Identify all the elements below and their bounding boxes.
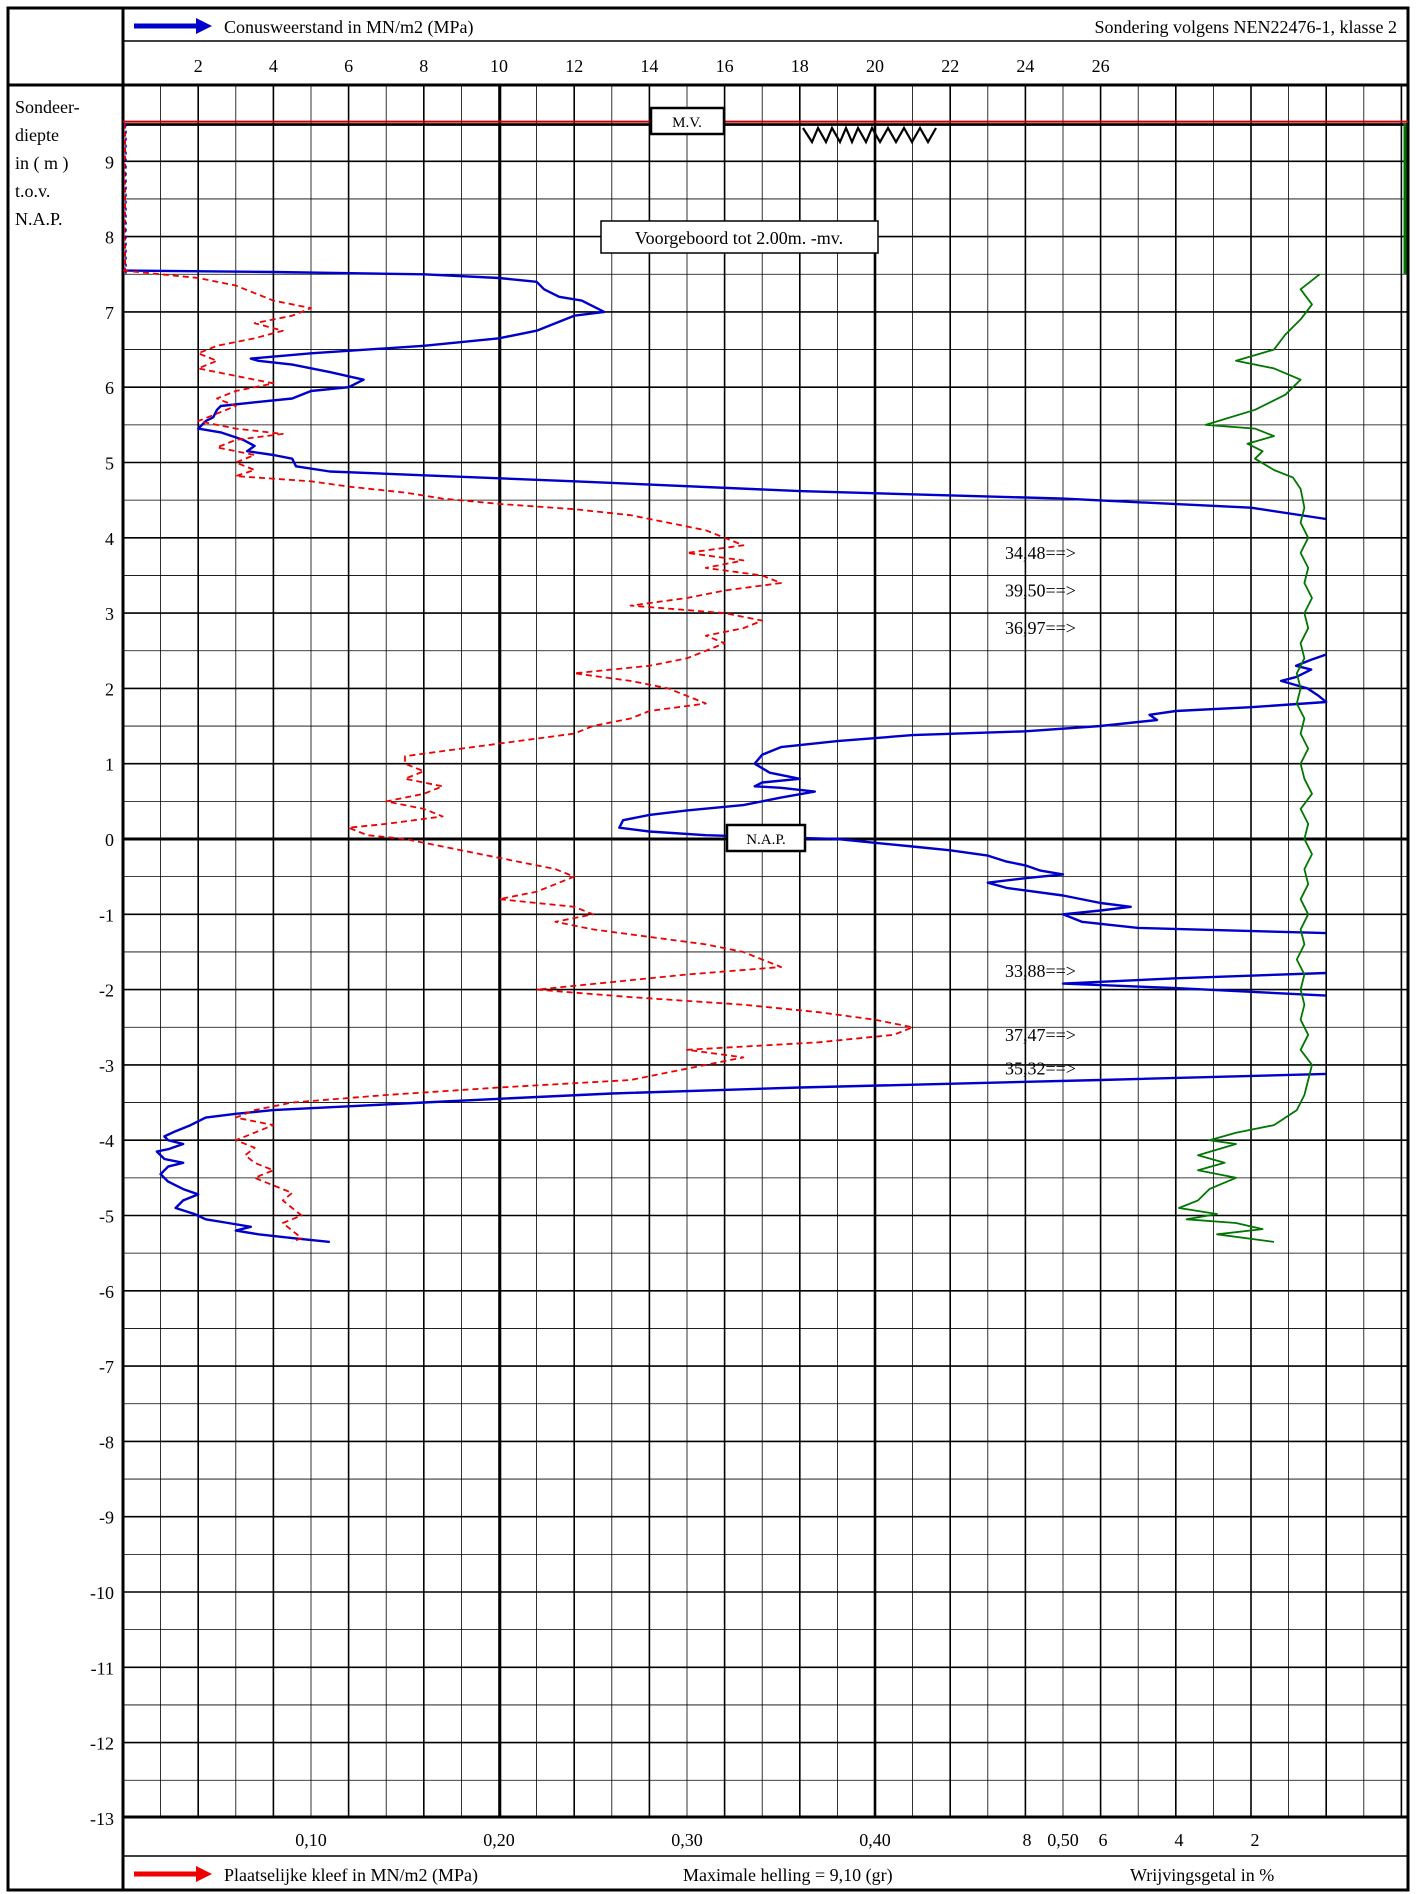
cone-resistance-line — [155, 1072, 1327, 1244]
depth-tick-label: 2 — [105, 679, 114, 699]
surface-annotation: M.V. — [649, 106, 726, 136]
cone-tick-label: 2 — [194, 56, 203, 76]
nap-label: N.A.P. — [746, 832, 786, 848]
friction-tick-label: 0,50 — [1047, 1830, 1079, 1850]
cone-tick-label: 26 — [1092, 56, 1110, 76]
ratio-axis-label: Wrijvingsgetal in % — [1130, 1865, 1274, 1885]
friction-tick-label: 0,20 — [483, 1830, 515, 1850]
cone-tick-label: 8 — [419, 56, 428, 76]
offscale-value-label: 36,97==> — [1005, 618, 1076, 638]
depth-tick-label: -3 — [99, 1056, 114, 1076]
depth-tick-label: 7 — [105, 303, 114, 323]
depth-axis-label-line: diepte — [15, 125, 59, 145]
data-series — [122, 269, 1328, 1244]
friction-tick-label: 0,30 — [671, 1830, 703, 1850]
depth-tick-label: -11 — [91, 1658, 114, 1678]
cone-resistance-line — [618, 653, 1328, 935]
depth-tick-label: -2 — [99, 981, 114, 1001]
cone-tick-label: 16 — [716, 56, 734, 76]
cone-axis: 2 4 6 8 10 12 14 16 18 20 22 24 26 — [194, 56, 1110, 76]
depth-tick-label: -10 — [90, 1583, 114, 1603]
depth-axis-label: Sondeer-diepte in ( m ) t.o.v. N.A.P. — [15, 97, 80, 229]
depth-tick-label: -7 — [99, 1357, 114, 1377]
chart-frame — [6, 6, 1410, 1892]
depth-tick-label: 3 — [105, 604, 114, 624]
depth-tick-label: -4 — [99, 1131, 114, 1151]
offscale-value-label: 33,88==> — [1005, 961, 1076, 981]
cone-legend: Conusweerstand in MN/m2 (MPa) — [134, 17, 473, 38]
grass-symbol — [802, 125, 937, 145]
cone-tick-label: 4 — [269, 56, 278, 76]
offscale-value-label: 34,48==> — [1005, 543, 1076, 563]
cone-resistance-line — [122, 269, 1327, 521]
friction-legend: Plaatselijke kleef in MN/m2 (MPa) — [134, 1865, 478, 1886]
ratio-axis: 8 6 4 2 — [1023, 1830, 1260, 1850]
depth-axis-label-line: in ( m ) — [15, 153, 69, 174]
ratio-tick-label: 2 — [1251, 1830, 1260, 1850]
depth-tick-label: -1 — [99, 905, 114, 925]
ratio-tick-label: 4 — [1175, 1830, 1184, 1850]
depth-tick-label: 5 — [105, 454, 114, 474]
depth-axis: 9 8 7 6 5 4 3 2 1 0 -1 -2 -3 -4 -5 -6 -7 -8 -9 -10 -11 -12 -13 — [90, 152, 114, 1829]
depth-axis-label-line: Sondeer- — [15, 97, 80, 117]
depth-tick-label: 9 — [105, 152, 114, 172]
depth-tick-label: 6 — [105, 378, 114, 398]
depth-tick-label: -9 — [99, 1508, 114, 1528]
friction-tick-label: 0,10 — [295, 1830, 327, 1850]
depth-tick-label: -13 — [90, 1809, 114, 1829]
depth-tick-label: -5 — [99, 1207, 114, 1227]
cone-tick-label: 6 — [344, 56, 353, 76]
friction-axis: 0,10 0,20 0,30 0,40 0,50 — [295, 1830, 1079, 1850]
cone-tick-label: 18 — [791, 56, 809, 76]
offscale-value-label: 37,47==> — [1005, 1025, 1076, 1045]
friction-tick-label: 0,40 — [859, 1830, 891, 1850]
cone-resistance-line — [1061, 971, 1327, 997]
cone-tick-label: 14 — [640, 56, 658, 76]
cone-tick-label: 10 — [490, 56, 508, 76]
nap-annotation: N.A.P. — [725, 823, 807, 853]
friction-legend-label: Plaatselijke kleef in MN/m2 (MPa) — [224, 1865, 478, 1886]
depth-tick-label: -8 — [99, 1432, 114, 1452]
depth-tick-label: -6 — [99, 1282, 114, 1302]
cone-legend-label: Conusweerstand in MN/m2 (MPa) — [224, 17, 473, 38]
reference-lines — [123, 120, 1408, 275]
predrill-label: Voorgeboord tot 2.00m. -mv. — [635, 228, 843, 248]
depth-tick-label: 4 — [105, 529, 114, 549]
ratio-tick-label: 6 — [1099, 1830, 1108, 1850]
offscale-values: 34,48==> 39,50==> 36,97==> 33,88==> 37,47==>… — [1005, 543, 1076, 1079]
predrill-annotation: Voorgeboord tot 2.00m. -mv. — [600, 220, 879, 254]
cone-tick-label: 20 — [866, 56, 884, 76]
cone-tick-label: 12 — [565, 56, 583, 76]
cone-tick-label: 24 — [1016, 56, 1034, 76]
depth-tick-label: 0 — [105, 830, 114, 850]
surface-label: M.V. — [672, 115, 702, 131]
depth-tick-label: 8 — [105, 228, 114, 248]
standard-label: Sondering volgens NEN22476-1, klasse 2 — [1095, 17, 1397, 37]
depth-axis-label-line: t.o.v. — [15, 181, 50, 201]
offscale-value-label: 35,32==> — [1005, 1059, 1076, 1079]
depth-tick-label: 1 — [105, 755, 114, 775]
depth-tick-label: -12 — [90, 1734, 114, 1754]
offscale-value-label: 39,50==> — [1005, 581, 1076, 601]
friction-ratio-line — [1178, 273, 1321, 1243]
depth-axis-label-line: N.A.P. — [15, 209, 63, 229]
chart-grid — [123, 85, 1408, 1817]
max-inclination-label: Maximale helling = 9,10 (gr) — [683, 1865, 893, 1886]
ratio-tick-label: 8 — [1023, 1830, 1032, 1850]
cone-tick-label: 22 — [941, 56, 959, 76]
local-friction-line — [122, 269, 914, 1243]
